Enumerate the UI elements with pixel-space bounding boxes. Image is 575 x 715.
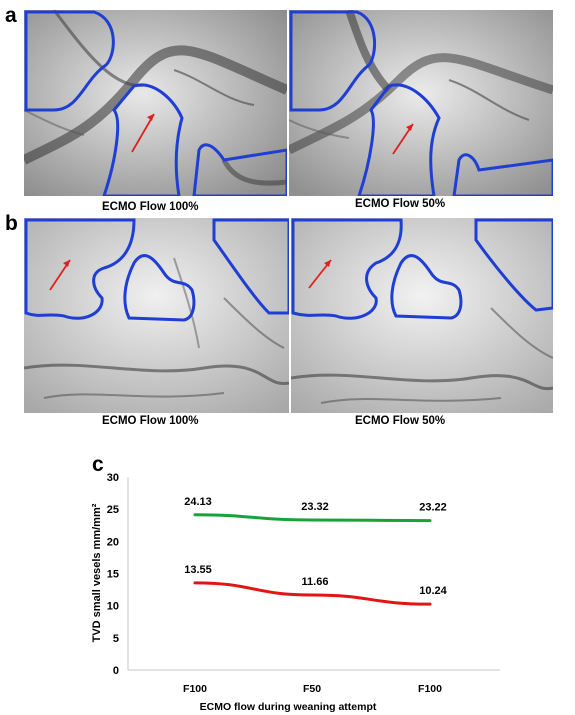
capillary-region-outline <box>452 153 553 196</box>
data-label: 11.66 <box>302 576 329 588</box>
y-tick-label: 5 <box>113 633 119 645</box>
panel-c-letter: c <box>92 453 104 476</box>
capillary-region-outline <box>291 218 403 320</box>
microscopy-image-a-flow50 <box>289 10 553 196</box>
y-tick-label: 20 <box>107 536 119 548</box>
x-axis-title: ECMO flow during weaning attempt <box>200 701 377 713</box>
y-tick-label: 25 <box>107 504 119 516</box>
y-tick-label: 0 <box>113 665 119 677</box>
data-label: 10.24 <box>419 585 447 597</box>
microscopy-image-b-flow50 <box>291 218 553 413</box>
data-label: 23.22 <box>419 502 447 514</box>
capillary-region-outline <box>289 10 377 112</box>
y-axis-title: TVD small vesels mm/mm² <box>91 503 103 642</box>
microscopy-image-b-flow100 <box>24 218 289 413</box>
series-line-2 <box>193 581 432 606</box>
y-tick-label: 30 <box>107 472 119 484</box>
capillary-region-outline <box>390 254 463 320</box>
y-tick-label: 15 <box>107 569 119 581</box>
caption-b-flow50: ECMO Flow 50% <box>355 415 446 427</box>
capillary-region-outline <box>192 143 287 196</box>
y-tick-label: 10 <box>107 601 119 613</box>
capillary-region-outline <box>102 83 184 196</box>
capillary-region-outline <box>123 254 196 322</box>
series-line-1 <box>193 513 432 523</box>
panel-b-letter: b <box>5 212 18 235</box>
caption-a-flow100: ECMO Flow 100% <box>102 201 199 213</box>
data-label: 13.55 <box>184 564 212 576</box>
caption-a-flow50: ECMO Flow 50% <box>355 198 446 210</box>
panel-a-letter: a <box>5 4 17 27</box>
capillary-region-outline <box>24 218 136 320</box>
x-tick-label: F50 <box>303 683 321 695</box>
x-tick-label: F100 <box>418 683 442 695</box>
capillary-region-outline <box>474 218 553 312</box>
caption-b-flow100: ECMO Flow 100% <box>102 415 199 427</box>
capillary-region-outline <box>24 10 115 112</box>
data-label: 23.32 <box>301 501 329 513</box>
x-tick-label: F100 <box>183 683 207 695</box>
capillary-region-outline <box>357 83 441 196</box>
data-label: 24.13 <box>184 496 212 508</box>
microscopy-image-a-flow100 <box>24 10 287 196</box>
capillary-region-outline <box>212 218 289 315</box>
